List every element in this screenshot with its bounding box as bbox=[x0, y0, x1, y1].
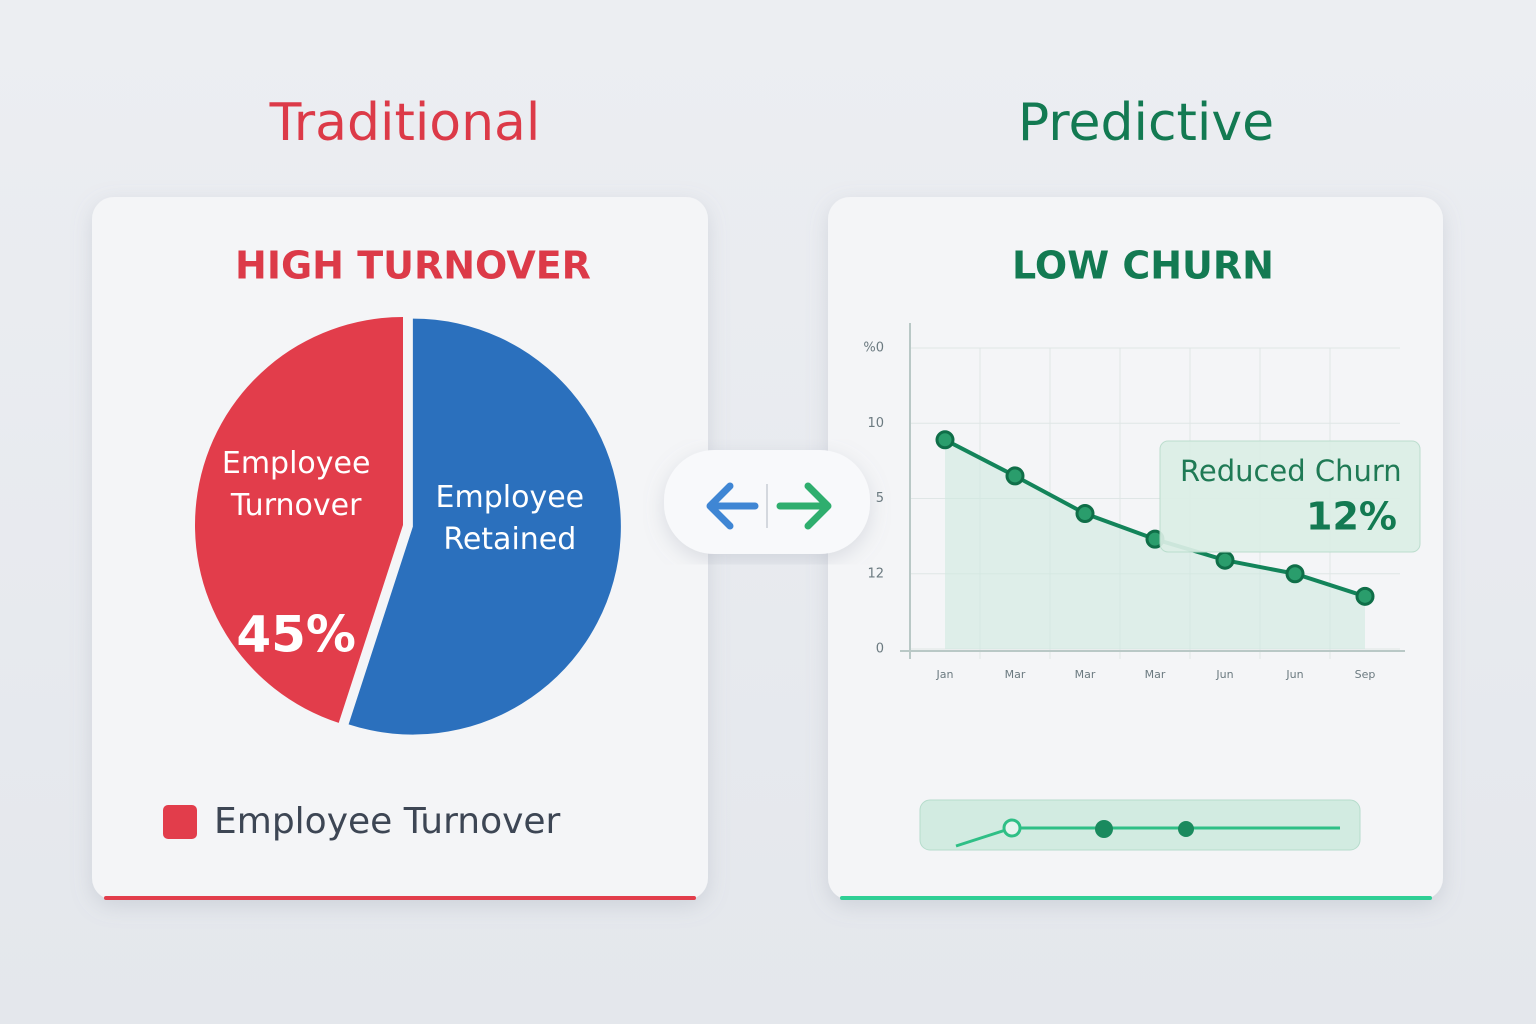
x-tick-label: Jun bbox=[1285, 668, 1303, 681]
left-card bbox=[92, 197, 708, 900]
x-tick-label: Mar bbox=[1145, 668, 1166, 681]
data-point bbox=[1215, 550, 1235, 570]
y-tick-label: 12 bbox=[867, 566, 884, 581]
annotation-box bbox=[1159, 440, 1421, 553]
x-tick-label: Jun bbox=[1215, 668, 1233, 681]
value-label: 45% bbox=[236, 606, 356, 664]
x-tick-label: Sep bbox=[1355, 668, 1376, 681]
y-tick-label: 5 bbox=[876, 491, 884, 506]
y-tick-label: %0 bbox=[863, 341, 884, 356]
data-point bbox=[1005, 466, 1025, 486]
left-heading: Traditional bbox=[269, 93, 541, 153]
annotation-value: 12% bbox=[1306, 495, 1397, 539]
right-card-accent bbox=[840, 896, 1432, 900]
left-card-accent bbox=[104, 896, 696, 900]
data-point bbox=[935, 430, 955, 450]
slice-label: Employee Turnover bbox=[222, 446, 371, 523]
y-tick-label: 0 bbox=[876, 642, 884, 657]
legend-swatch bbox=[163, 805, 197, 839]
annotation-label: Reduced Churn bbox=[1180, 454, 1402, 488]
slider-knob bbox=[1002, 818, 1022, 838]
x-tick-label: Jan bbox=[936, 668, 954, 681]
data-point bbox=[1075, 504, 1095, 524]
arrow-left bbox=[706, 482, 759, 530]
line-title: LOW CHURN bbox=[1012, 244, 1274, 288]
y-tick-label: 10 bbox=[867, 416, 884, 431]
timeline-slider[interactable] bbox=[919, 799, 1361, 851]
legend-label: Employee Turnover bbox=[214, 801, 561, 842]
x-tick-label: Mar bbox=[1075, 668, 1096, 681]
pie-slice bbox=[195, 317, 403, 723]
pie-slice bbox=[348, 318, 621, 735]
data-point bbox=[1355, 586, 1375, 606]
slice-label: Employee Retained bbox=[436, 479, 585, 556]
data-point bbox=[1285, 564, 1305, 584]
right-heading: Predictive bbox=[1018, 93, 1274, 153]
arrow-right bbox=[776, 482, 832, 530]
slider-knob bbox=[1178, 821, 1194, 837]
x-tick-label: Mar bbox=[1005, 668, 1026, 681]
pie-title: HIGH TURNOVER bbox=[235, 244, 591, 288]
slider-knob bbox=[1095, 820, 1113, 838]
